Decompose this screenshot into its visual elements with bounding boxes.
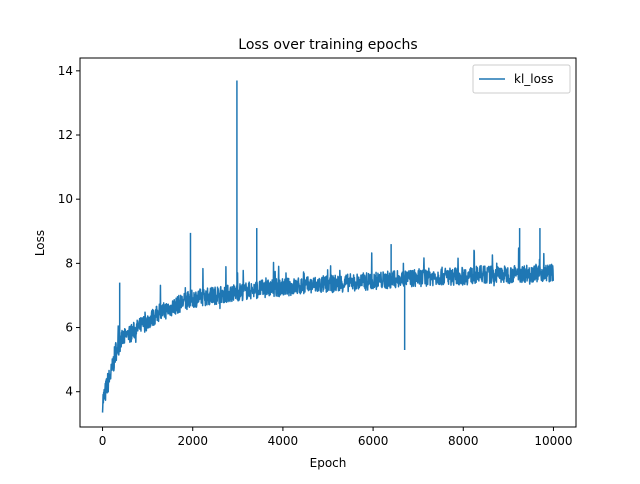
y-tick-label: 10 xyxy=(58,192,73,206)
legend-frame xyxy=(472,64,571,94)
legend-label-kl-loss: kl_loss xyxy=(514,72,553,86)
x-axis-label: Epoch xyxy=(310,456,347,470)
x-tick-label: 4000 xyxy=(268,434,299,448)
y-tick-label: 8 xyxy=(65,256,73,270)
legend: kl_loss xyxy=(472,64,571,94)
y-tick-label: 4 xyxy=(65,385,73,399)
y-tick-label: 14 xyxy=(58,64,73,78)
y-axis-label: Loss xyxy=(33,230,47,256)
series-line-kl-loss xyxy=(101,247,555,413)
x-tick-label: 10000 xyxy=(534,434,572,448)
x-tick-label: 0 xyxy=(99,434,107,448)
x-tick-label: 2000 xyxy=(177,434,208,448)
x-tick-label: 8000 xyxy=(448,434,479,448)
chart-title: Loss over training epochs xyxy=(238,37,417,53)
y-tick-label: 6 xyxy=(65,321,73,335)
y-tick-label: 12 xyxy=(58,128,73,142)
plot-area-frame xyxy=(79,57,577,428)
y-axis-ticks: 4 6 8 10 12 14 xyxy=(58,64,80,399)
x-axis-ticks: 0 2000 4000 6000 8000 10000 xyxy=(99,427,573,448)
series-spikes-kl-loss xyxy=(118,80,541,350)
x-tick-label: 6000 xyxy=(358,434,389,448)
